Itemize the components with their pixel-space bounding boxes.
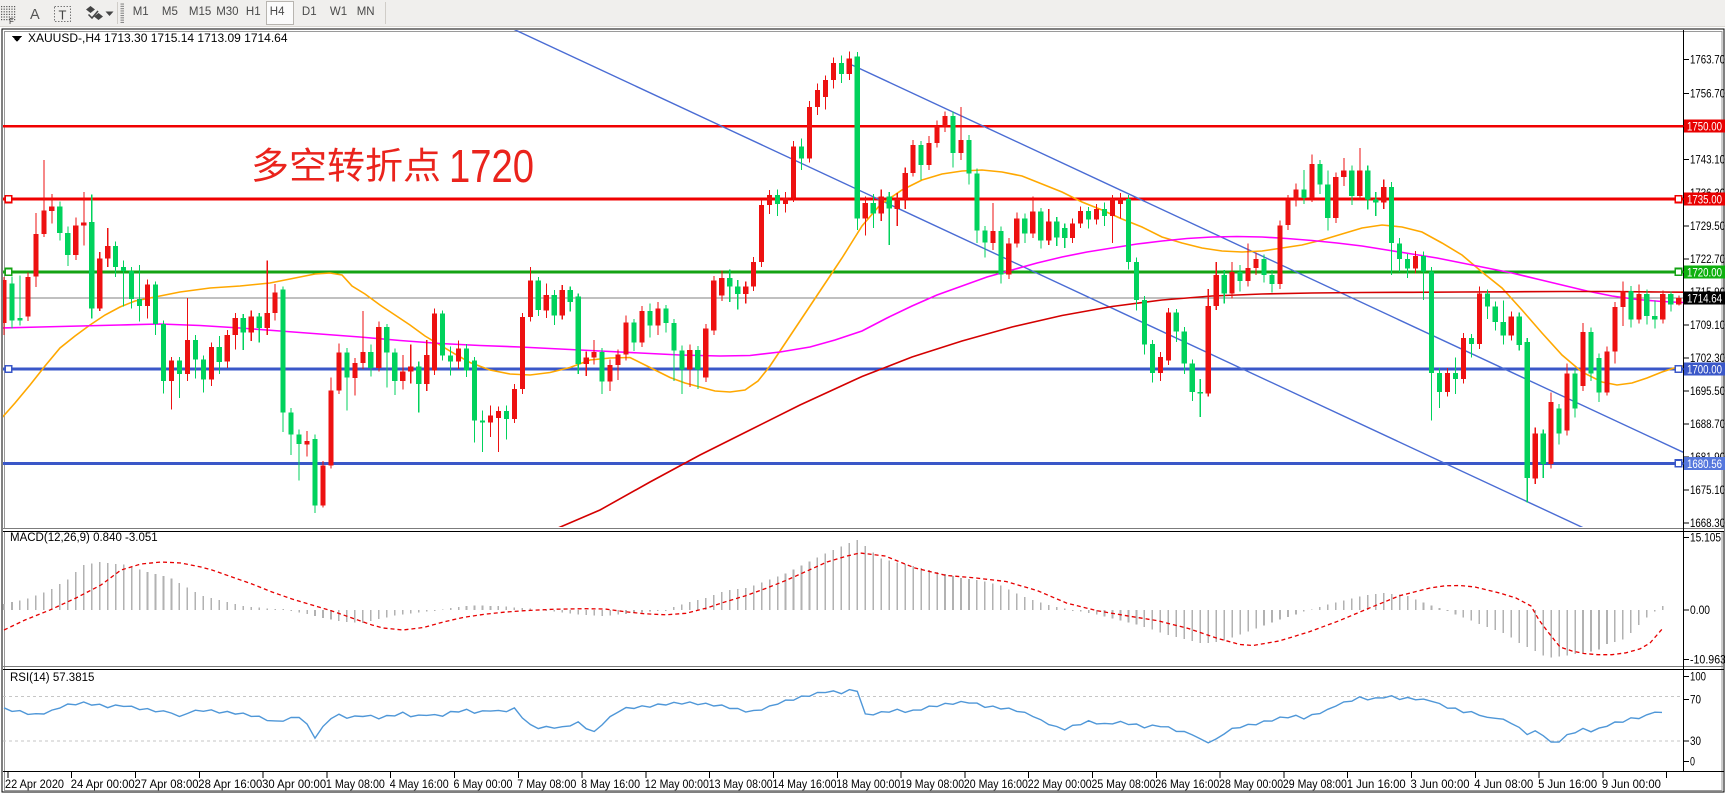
svg-text:12 May 00:00: 12 May 00:00 [645, 777, 709, 791]
svg-text:9 Jun 00:00: 9 Jun 00:00 [1602, 777, 1661, 791]
svg-text:19 May 08:00: 19 May 08:00 [900, 777, 964, 791]
svg-text:1743.10: 1743.10 [1690, 153, 1725, 167]
svg-text:0.00: 0.00 [1690, 603, 1710, 617]
svg-text:25 May 08:00: 25 May 08:00 [1092, 777, 1156, 791]
svg-text:14 May 16:00: 14 May 16:00 [773, 777, 837, 791]
svg-text:30 Apr 00:00: 30 Apr 00:00 [262, 777, 326, 791]
svg-text:18 May 00:00: 18 May 00:00 [836, 777, 900, 791]
svg-text:100: 100 [1690, 670, 1706, 684]
svg-text:1763.70: 1763.70 [1690, 53, 1725, 67]
svg-text:RSI(14) 57.3815: RSI(14) 57.3815 [10, 672, 94, 684]
svg-text:1702.30: 1702.30 [1690, 351, 1725, 365]
svg-text:27 Apr 08:00: 27 Apr 08:00 [135, 777, 199, 791]
svg-text:24 Apr 00:00: 24 Apr 00:00 [71, 777, 135, 791]
svg-text:4 May 16:00: 4 May 16:00 [390, 777, 449, 791]
svg-text:1700.00: 1700.00 [1687, 363, 1722, 377]
svg-text:XAUUSD-,H4 1713.30 1715.14 17: XAUUSD-,H4 1713.30 1715.14 1713.09 1714.… [28, 31, 288, 45]
svg-text:1720: 1720 [449, 140, 534, 192]
svg-text:4 Jun 08:00: 4 Jun 08:00 [1474, 777, 1533, 791]
svg-text:MACD(12,26,9) 0.840 -3.051: MACD(12,26,9) 0.840 -3.051 [10, 532, 158, 544]
svg-text:0: 0 [1690, 754, 1695, 768]
svg-text:28 Apr 16:00: 28 Apr 16:00 [198, 777, 262, 791]
svg-text:6 May 00:00: 6 May 00:00 [454, 777, 513, 791]
svg-text:7 May 08:00: 7 May 08:00 [517, 777, 576, 791]
svg-text:1688.70: 1688.70 [1690, 417, 1725, 431]
svg-text:1729.50: 1729.50 [1690, 219, 1725, 233]
svg-text:1735.00: 1735.00 [1687, 193, 1722, 207]
svg-text:-10.963: -10.963 [1690, 653, 1725, 667]
svg-text:1756.70: 1756.70 [1690, 87, 1725, 101]
svg-text:26 May 16:00: 26 May 16:00 [1155, 777, 1219, 791]
svg-text:15.105: 15.105 [1690, 531, 1721, 545]
svg-text:F: F [9, 17, 14, 26]
svg-text:1675.10: 1675.10 [1690, 483, 1725, 497]
svg-text:1668.30: 1668.30 [1690, 516, 1725, 530]
svg-text:20 May 16:00: 20 May 16:00 [964, 777, 1028, 791]
svg-text:3 Jun 00:00: 3 Jun 00:00 [1411, 777, 1470, 791]
svg-text:1695.50: 1695.50 [1690, 384, 1725, 398]
svg-text:70: 70 [1690, 692, 1701, 706]
svg-text:22 Apr 2020: 22 Apr 2020 [5, 777, 64, 791]
svg-text:30: 30 [1690, 734, 1701, 748]
svg-text:1709.10: 1709.10 [1690, 318, 1725, 332]
svg-text:1 Jun 16:00: 1 Jun 16:00 [1347, 777, 1406, 791]
svg-text:1720.00: 1720.00 [1687, 265, 1722, 279]
svg-text:1 May 08:00: 1 May 08:00 [326, 777, 385, 791]
svg-text:A: A [30, 7, 40, 23]
svg-text:T: T [59, 8, 67, 23]
svg-text:29 May 08:00: 29 May 08:00 [1283, 777, 1347, 791]
svg-text:1680.56: 1680.56 [1687, 457, 1722, 471]
svg-text:1722.70: 1722.70 [1690, 252, 1725, 266]
svg-text:1750.00: 1750.00 [1687, 120, 1722, 134]
svg-text:22 May 00:00: 22 May 00:00 [1028, 777, 1092, 791]
svg-text:8 May 16:00: 8 May 16:00 [581, 777, 640, 791]
svg-text:13 May 08:00: 13 May 08:00 [709, 777, 773, 791]
svg-text:1714.64: 1714.64 [1687, 291, 1722, 305]
svg-text:5 Jun 16:00: 5 Jun 16:00 [1538, 777, 1597, 791]
svg-text:28 May 00:00: 28 May 00:00 [1219, 777, 1283, 791]
